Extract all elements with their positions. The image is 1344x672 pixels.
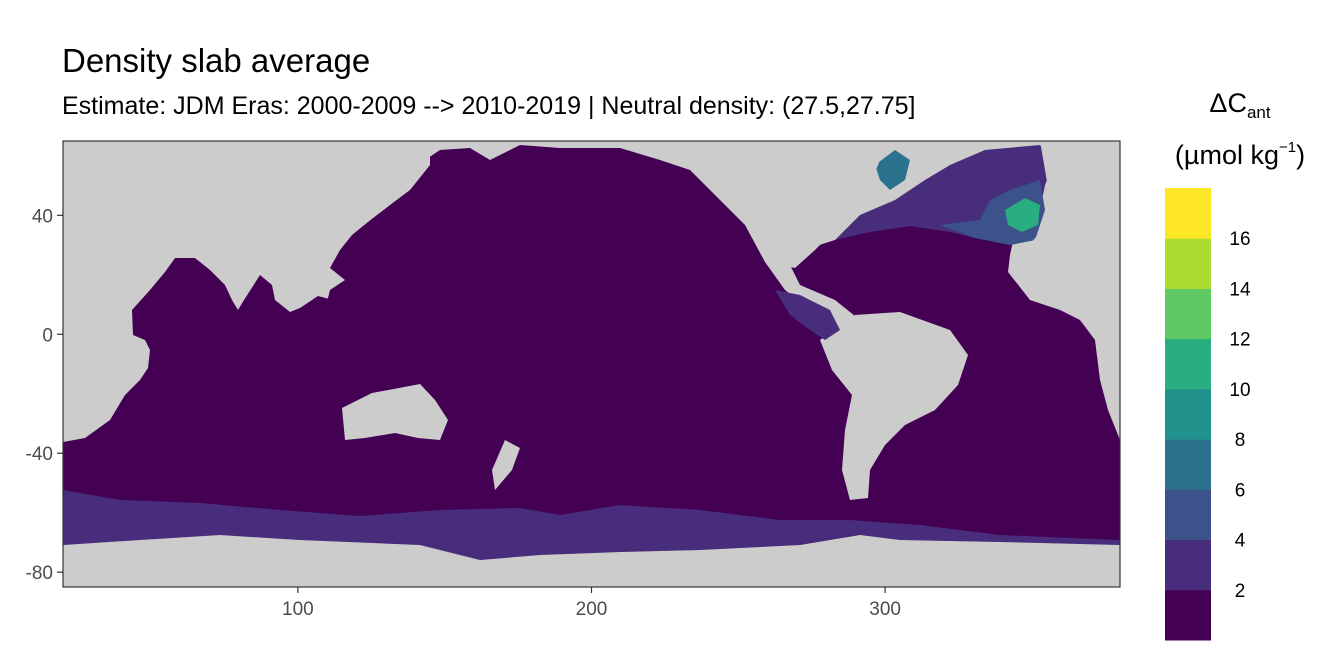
legend-tick-label: 14 [1229, 279, 1251, 300]
legend-tick-label: 8 [1235, 430, 1246, 451]
legend-tick-label: 12 [1229, 330, 1250, 351]
north-america-land [690, 141, 900, 268]
legend-title-line1: ΔCant [1209, 88, 1270, 122]
tropical-pacific-patch [775, 290, 840, 340]
legend-bin [1165, 188, 1211, 239]
antarctica-land [63, 535, 1120, 587]
legend-ticks: 2 4 6 8 10 12 14 16 [1229, 229, 1251, 602]
legend-tick-label: 4 [1235, 531, 1246, 552]
legend-tick-label: 10 [1229, 380, 1250, 401]
legend-bin [1165, 388, 1211, 440]
legend-title-line2: (µmol kg−1) [1175, 139, 1305, 170]
chart-title: Density slab average [62, 42, 371, 79]
legend-bin [1165, 489, 1211, 541]
legend-tick-label: 16 [1229, 229, 1250, 250]
legend-bin [1165, 439, 1211, 490]
legend-bin [1165, 288, 1211, 340]
y-tick-label: 0 [42, 325, 53, 346]
south-america-land [820, 312, 968, 500]
africa-land [1080, 300, 1120, 432]
legend-bin [1165, 539, 1211, 591]
legend: ΔCant (µmol kg−1) 2 4 6 8 10 12 14 16 [1165, 88, 1305, 641]
nz-land [492, 440, 520, 490]
labrador-sea [875, 150, 910, 190]
x-tick-label: 300 [869, 599, 901, 620]
europe-land [1025, 141, 1120, 300]
x-tick-label: 100 [282, 599, 314, 620]
x-tick-label: 200 [576, 599, 608, 620]
legend-bin [1165, 589, 1211, 641]
chart-subtitle: Estimate: JDM Eras: 2000-2009 --> 2010-2… [62, 92, 916, 120]
legend-bin [1165, 238, 1211, 289]
southern-ocean-belt [63, 490, 1120, 560]
eurasia-land [63, 141, 430, 298]
legend-tick-label: 6 [1235, 480, 1246, 501]
y-tick-label: -80 [26, 563, 53, 584]
legend-tick-label: 2 [1235, 581, 1246, 602]
legend-colorbar [1165, 188, 1211, 641]
australia-land [342, 384, 448, 440]
y-tick-label: 40 [32, 206, 53, 227]
legend-bin [1165, 338, 1211, 390]
north-atlantic-core [1005, 198, 1040, 232]
map-panel [63, 141, 1120, 587]
y-tick-label: -40 [26, 444, 53, 465]
